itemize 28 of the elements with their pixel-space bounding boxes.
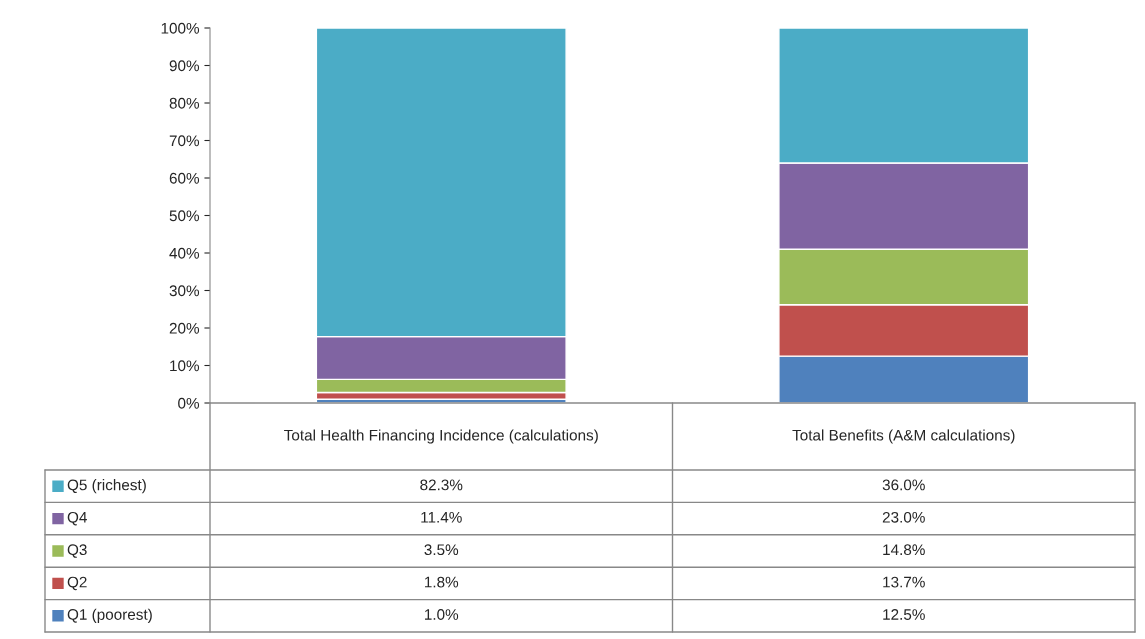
y-tick-label: 50%: [169, 210, 200, 222]
y-tick-label: 10%: [170, 360, 200, 372]
y-tick-label: 0%: [178, 397, 200, 409]
y-tick-label: 90%: [169, 60, 200, 72]
y-tick-label: 60%: [169, 172, 200, 184]
data-label: 12.5%: [883, 609, 925, 620]
data-label: 23.0%: [882, 511, 925, 523]
y-tick-label: 100%: [161, 22, 200, 34]
data-label: 1.0%: [425, 609, 459, 620]
legend-label: Q4: [67, 511, 87, 526]
x-tick-label: Total Health Financing Incidence (calculations): [284, 429, 598, 444]
legend-label: Q5 (richest): [67, 479, 146, 494]
data-label: 14.8%: [883, 544, 925, 556]
data-label: 3.5%: [424, 544, 459, 556]
y-tick-label: 30%: [169, 285, 200, 297]
data-label: 11.4%: [421, 511, 462, 523]
data-label: 82.3%: [420, 479, 463, 491]
data-label: 13.7%: [883, 576, 925, 588]
y-tick-label: 40%: [169, 247, 200, 259]
y-tick-label: 70%: [169, 135, 200, 147]
legend-label: Q3: [67, 544, 87, 558]
y-tick-label: 20%: [169, 322, 200, 334]
legend-label: Q2: [67, 576, 87, 591]
data-label: 36.0%: [882, 479, 925, 491]
x-tick-label: Total Benefits (A&M calculations): [792, 429, 1015, 444]
data-label: 1.8%: [425, 576, 459, 588]
legend-label: Q1 (poorest): [67, 608, 152, 623]
y-tick-label: 80%: [169, 97, 200, 109]
